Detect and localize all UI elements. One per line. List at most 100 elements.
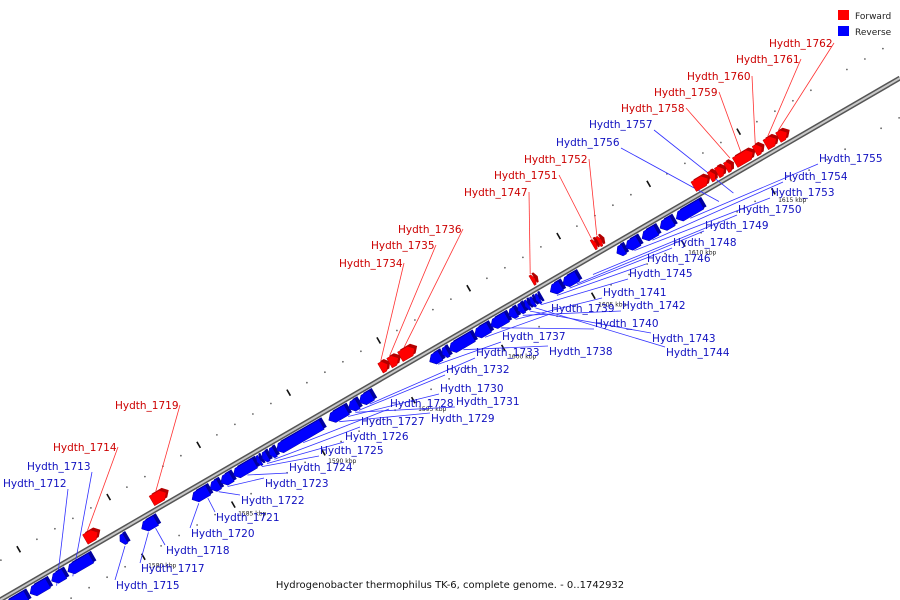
- minor-tick-dot: [826, 158, 828, 161]
- label-leader-line: [348, 393, 440, 417]
- major-tick: [770, 187, 776, 195]
- gene-body: [625, 235, 642, 251]
- minor-tick-dot: [466, 367, 468, 370]
- tick-label: 1600 kbp: [508, 354, 536, 361]
- minor-tick-dot: [144, 475, 146, 478]
- gene-body: [562, 271, 581, 288]
- gene-label: Hydth_1737: [502, 331, 566, 343]
- minor-tick-dot: [180, 454, 182, 457]
- label-leader-line: [155, 528, 166, 546]
- tick-label: 1595 kbp: [418, 406, 446, 413]
- gene-forward: [82, 527, 101, 545]
- gene-label: Hydth_1732: [446, 364, 510, 376]
- minor-tick-dot: [612, 204, 614, 207]
- gene-body: [261, 450, 271, 463]
- tick-label: 1615 kbp: [778, 197, 806, 204]
- label-leader-line: [690, 163, 819, 219]
- label-leader-line: [218, 491, 241, 496]
- legend-swatch-reverse: [838, 26, 849, 36]
- minor-tick-dot: [538, 325, 540, 328]
- label-leader-line: [751, 75, 756, 144]
- gene-label: Hydth_1722: [241, 495, 305, 507]
- label-leader-line: [114, 545, 126, 581]
- legend-swatch-forward: [838, 10, 849, 20]
- gene-body: [528, 274, 537, 286]
- gene-body: [220, 471, 235, 486]
- gene-depth: [531, 272, 539, 283]
- minor-tick-dot: [396, 329, 398, 332]
- major-tick: [286, 389, 292, 397]
- minor-tick-dot: [736, 210, 738, 213]
- label-leader-line: [778, 42, 835, 131]
- gene-label: Hydth_1748: [673, 237, 737, 249]
- gene-reverse: [490, 309, 513, 329]
- minor-tick-dot: [36, 538, 38, 541]
- gene-label: Hydth_1734: [339, 258, 403, 270]
- gene-depth: [592, 236, 600, 248]
- gene-body: [523, 299, 532, 311]
- gene-body: [141, 515, 160, 532]
- gene-reverse: [220, 469, 237, 486]
- major-tick: [736, 128, 742, 136]
- gene-label: Hydth_1729: [431, 413, 495, 425]
- minor-tick-dot: [360, 350, 362, 353]
- gene-label: Hydth_1755: [819, 153, 883, 165]
- minor-tick-dot: [268, 482, 270, 485]
- minor-tick-dot: [646, 263, 648, 265]
- gene-label: Hydth_1730: [440, 383, 504, 395]
- gene-forward: [762, 133, 779, 151]
- gene-reverse: [441, 344, 453, 358]
- minor-tick-dot: [540, 246, 542, 248]
- minor-tick-dot: [304, 461, 306, 464]
- gene-forward: [690, 173, 711, 192]
- minor-tick-dot: [340, 440, 342, 443]
- gene-label: Hydth_1719: [115, 400, 179, 412]
- gene-label: Hydth_1726: [345, 431, 409, 443]
- gene-label: Hydth_1758: [621, 103, 685, 115]
- gene-reverse: [269, 444, 280, 459]
- gene-body: [119, 533, 129, 545]
- label-leader-line: [463, 345, 549, 351]
- minor-tick-dot: [270, 402, 272, 405]
- label-leader-line: [558, 174, 592, 239]
- label-leader-line: [403, 228, 464, 348]
- gene-reverse: [119, 531, 131, 545]
- label-leader-line: [528, 191, 531, 275]
- minor-tick-dot: [54, 527, 56, 530]
- minor-tick-dot: [124, 565, 126, 568]
- gene-reverse: [659, 213, 678, 231]
- minor-tick-dot: [790, 179, 792, 182]
- gene-body: [517, 302, 527, 315]
- gene-body: [441, 346, 451, 358]
- gene-label: Hydth_1751: [494, 170, 558, 182]
- minor-tick-dots: [0, 47, 900, 599]
- gene-body: [255, 454, 264, 467]
- gene-reverse: [449, 329, 478, 353]
- gene-reverse: [429, 348, 446, 365]
- minor-tick-dot: [216, 434, 218, 436]
- gene-reverse: [233, 455, 261, 479]
- minor-tick-dot: [880, 127, 882, 130]
- label-leader-line: [592, 214, 738, 275]
- gene-reverse: [261, 448, 273, 463]
- label-leader-line: [227, 477, 265, 487]
- label-leader-lines: [56, 42, 835, 586]
- gene-body: [397, 346, 415, 362]
- label-leader-line: [515, 297, 603, 320]
- label-leader-line: [576, 230, 705, 285]
- gene-body: [659, 215, 676, 231]
- gene-reverse: [191, 483, 214, 503]
- minor-tick-dot: [574, 304, 576, 307]
- gene-reverse: [534, 290, 545, 305]
- gene-body: [675, 199, 705, 222]
- gene-label: Hydth_1760: [687, 71, 751, 83]
- gene-label: Hydth_1712: [3, 478, 67, 490]
- gene-reverse: [29, 575, 54, 597]
- legend: Forward Reverse: [838, 10, 892, 38]
- gene-body: [209, 478, 223, 492]
- gene-body: [328, 404, 350, 423]
- gene-body: [276, 419, 325, 454]
- gene-body: [534, 293, 543, 305]
- gene-label: Hydth_1744: [666, 347, 730, 359]
- gene-label: Hydth_1742: [622, 300, 686, 312]
